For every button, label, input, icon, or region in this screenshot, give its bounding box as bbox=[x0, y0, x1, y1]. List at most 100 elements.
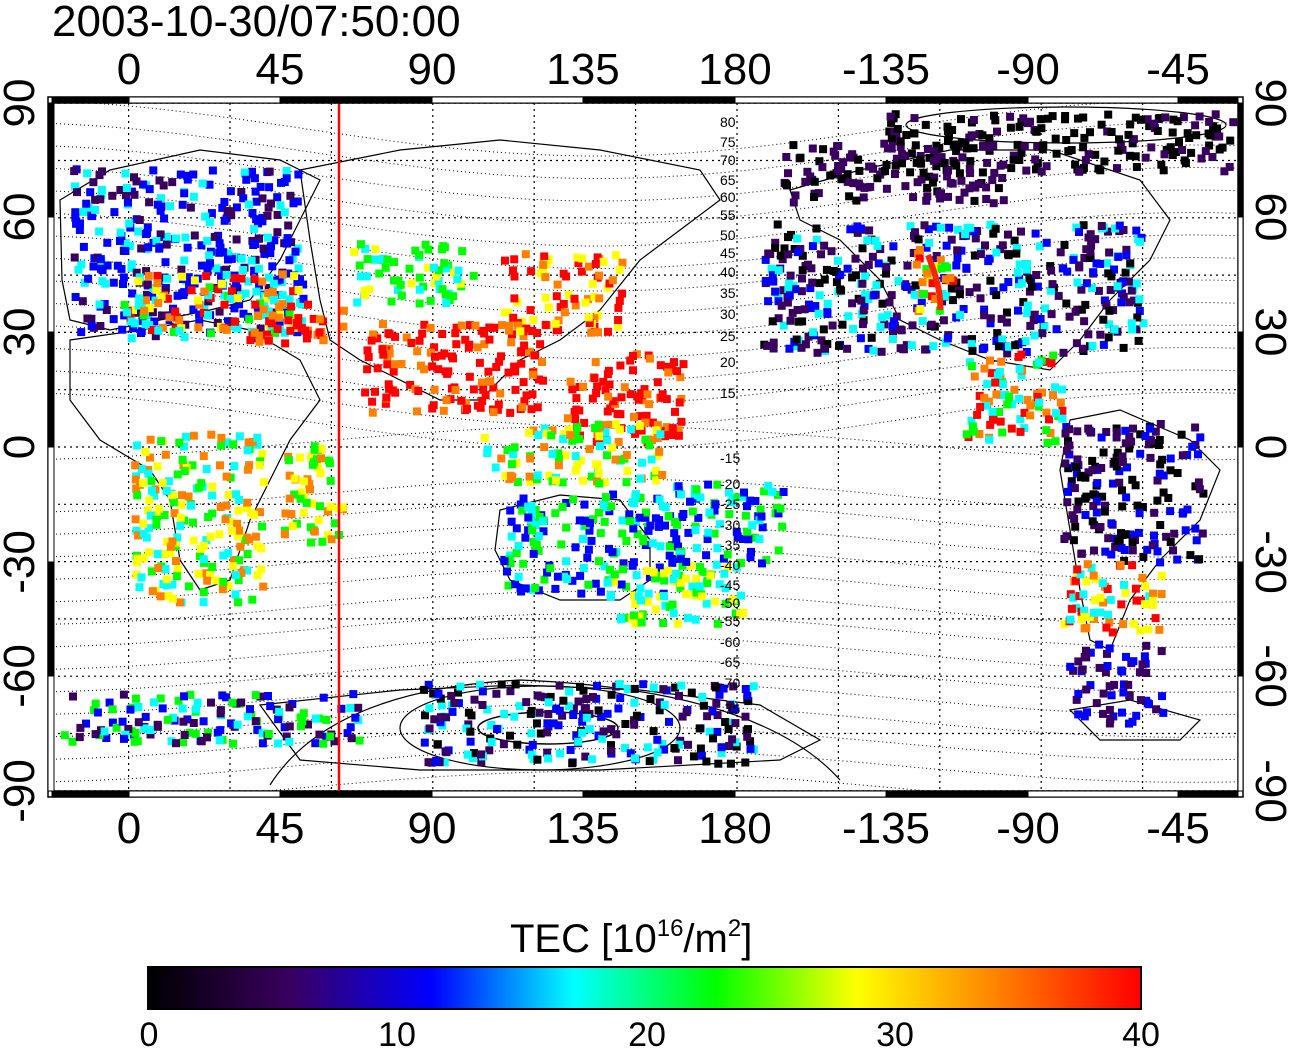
tec-data-pixel bbox=[1067, 477, 1076, 486]
tec-data-pixel bbox=[517, 347, 526, 356]
tec-data-pixel bbox=[198, 179, 207, 188]
tec-data-pixel bbox=[621, 720, 630, 728]
tec-data-pixel bbox=[1058, 385, 1066, 394]
tec-data-pixel bbox=[1075, 228, 1083, 236]
tec-data-pixel bbox=[887, 118, 896, 127]
tec-data-pixel bbox=[91, 699, 100, 708]
tec-data-pixel bbox=[837, 175, 846, 184]
tec-data-pixel bbox=[921, 120, 930, 129]
tec-data-pixel bbox=[1173, 469, 1182, 477]
contour-label: 45 bbox=[720, 245, 736, 261]
tec-data-pixel bbox=[860, 183, 869, 192]
tec-data-pixel bbox=[975, 430, 984, 438]
tec-data-pixel bbox=[500, 710, 509, 718]
tec-data-pixel bbox=[161, 258, 170, 267]
tec-data-pixel bbox=[546, 564, 555, 573]
tec-data-pixel bbox=[571, 301, 580, 310]
tec-data-pixel bbox=[247, 256, 256, 265]
tec-data-pixel bbox=[653, 735, 662, 744]
tec-data-pixel bbox=[71, 293, 80, 301]
tec-data-pixel bbox=[142, 296, 150, 305]
tec-data-pixel bbox=[489, 408, 498, 417]
tec-data-pixel bbox=[599, 257, 608, 266]
tec-data-pixel bbox=[180, 189, 189, 198]
tec-data-pixel bbox=[1135, 307, 1144, 315]
tec-data-pixel bbox=[696, 563, 704, 572]
tec-data-pixel bbox=[568, 436, 577, 445]
tec-data-pixel bbox=[593, 253, 602, 262]
tec-data-pixel bbox=[205, 180, 214, 189]
tec-data-pixel bbox=[675, 691, 683, 700]
tec-data-pixel bbox=[268, 287, 277, 296]
tec-data-pixel bbox=[208, 509, 217, 518]
tec-data-pixel bbox=[643, 390, 652, 399]
contour-line bbox=[51, 425, 1237, 461]
tec-data-pixel bbox=[509, 266, 517, 275]
tec-data-pixel bbox=[143, 280, 152, 289]
tec-data-pixel bbox=[100, 727, 109, 736]
tec-data-pixel bbox=[131, 461, 140, 470]
tec-data-pixel bbox=[1048, 112, 1057, 121]
tec-data-pixel bbox=[748, 521, 757, 530]
tec-data-pixel bbox=[194, 323, 203, 332]
tec-data-pixel bbox=[166, 549, 175, 558]
tec-data-pixel bbox=[635, 612, 644, 621]
tec-data-pixel bbox=[158, 479, 167, 487]
tec-data-pixel bbox=[280, 208, 289, 217]
tec-data-pixel bbox=[304, 720, 312, 729]
tec-data-pixel bbox=[82, 719, 90, 728]
tec-data-pixel bbox=[470, 749, 478, 758]
tec-data-pixel bbox=[521, 533, 530, 542]
tec-data-pixel bbox=[800, 305, 809, 314]
tec-data-pixel bbox=[665, 602, 674, 611]
tec-data-pixel bbox=[968, 346, 977, 355]
tec-data-pixel bbox=[813, 348, 822, 357]
bottom-axis-tick-label: -90 bbox=[996, 804, 1060, 853]
tec-data-pixel bbox=[496, 389, 505, 398]
tec-data-pixel bbox=[237, 254, 246, 263]
tec-data-pixel bbox=[1081, 156, 1090, 165]
tec-data-pixel bbox=[990, 111, 998, 120]
tec-data-pixel bbox=[583, 553, 592, 562]
tec-data-pixel bbox=[1107, 128, 1116, 136]
tec-data-pixel bbox=[176, 521, 185, 530]
tec-data-pixel bbox=[887, 144, 896, 153]
tec-data-pixel bbox=[1129, 135, 1138, 144]
tec-data-pixel bbox=[139, 311, 148, 320]
tec-data-pixel bbox=[1134, 336, 1143, 345]
tec-data-pixel bbox=[121, 730, 130, 739]
tec-data-pixel bbox=[503, 567, 511, 576]
tec-data-pixel bbox=[856, 334, 865, 343]
tec-data-pixel bbox=[1196, 433, 1205, 442]
tec-data-pixel bbox=[854, 155, 863, 164]
tec-data-pixel bbox=[1118, 452, 1127, 461]
tec-data-pixel bbox=[529, 316, 538, 324]
tec-data-pixel bbox=[767, 264, 776, 273]
tec-data-pixel bbox=[746, 737, 755, 746]
tec-data-pixel bbox=[622, 537, 631, 545]
tec-data-pixel bbox=[134, 531, 143, 540]
tec-data-pixel bbox=[157, 311, 166, 320]
tec-data-pixel bbox=[617, 455, 626, 464]
tec-data-pixel bbox=[646, 695, 655, 703]
tec-data-pixel bbox=[1122, 245, 1131, 254]
tec-data-pixel bbox=[1157, 590, 1166, 598]
tec-data-pixel bbox=[1166, 454, 1175, 463]
tec-data-pixel bbox=[491, 463, 500, 472]
tec-data-pixel bbox=[476, 680, 484, 689]
tec-data-pixel bbox=[237, 698, 246, 707]
tec-data-pixel bbox=[1014, 306, 1022, 315]
tec-data-pixel bbox=[258, 277, 267, 286]
tec-data-pixel bbox=[1152, 705, 1161, 714]
tec-data-pixel bbox=[746, 553, 755, 562]
tec-data-pixel bbox=[632, 711, 641, 720]
tec-data-pixel bbox=[564, 702, 573, 711]
tec-data-pixel bbox=[478, 701, 487, 709]
tec-data-pixel bbox=[1129, 531, 1138, 540]
tec-data-pixel bbox=[928, 279, 937, 288]
tec-data-pixel bbox=[205, 283, 214, 292]
tec-data-pixel bbox=[294, 321, 303, 330]
tec-data-pixel bbox=[558, 711, 567, 720]
tec-data-pixel bbox=[415, 273, 424, 282]
tec-data-pixel bbox=[253, 571, 262, 580]
